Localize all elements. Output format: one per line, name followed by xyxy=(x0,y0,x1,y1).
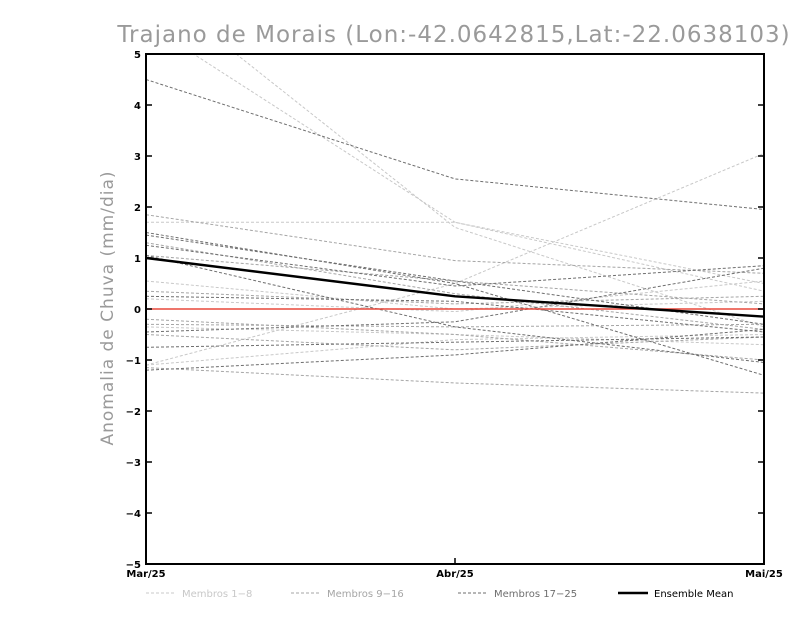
y-tick-label: 5 xyxy=(134,50,141,61)
y-tick-label: 1 xyxy=(134,254,141,265)
member-line xyxy=(146,295,764,333)
member-line xyxy=(146,334,764,366)
y-tick-label: −5 xyxy=(126,560,141,571)
y-tick-label: −1 xyxy=(126,356,141,367)
member-line xyxy=(192,54,764,284)
legend-label: Ensemble Mean xyxy=(654,589,733,600)
y-tick-label: −2 xyxy=(126,407,141,418)
ensemble-mean-layer xyxy=(146,256,764,318)
member-line xyxy=(146,214,764,274)
y-tick-label: 4 xyxy=(134,101,141,112)
member-line xyxy=(146,254,764,363)
y-tick-label: 0 xyxy=(134,305,141,316)
member-line xyxy=(146,244,764,287)
chart-title: Trajano de Morais (Lon:-42.0642815,Lat:-… xyxy=(116,22,790,48)
legend-label: Membros 1−8 xyxy=(182,589,252,600)
member-line xyxy=(235,54,764,328)
y-tick-label: −4 xyxy=(126,509,141,520)
member-line xyxy=(146,328,764,371)
y-axis-label: Anomalia de Chuva (mm/dia) xyxy=(98,170,118,445)
x-tick-label: Abr/25 xyxy=(436,569,473,580)
member-line xyxy=(146,290,764,305)
member-line xyxy=(146,79,764,210)
y-tick-label: 3 xyxy=(134,152,141,163)
member-line xyxy=(146,318,764,361)
member-line xyxy=(146,242,764,330)
x-tick-label: Mar/25 xyxy=(126,569,165,580)
y-tick-label: −3 xyxy=(126,458,141,469)
member-line xyxy=(146,280,764,313)
series-layer xyxy=(146,54,764,394)
legend-label: Membros 9−16 xyxy=(327,589,404,600)
x-tick-label: Mai/25 xyxy=(745,569,783,580)
member-line xyxy=(146,323,764,328)
member-line xyxy=(146,221,764,292)
y-tick-label: 2 xyxy=(134,203,141,214)
x-axis-ticks: Mar/25 Abr/25 Mai/25 xyxy=(126,558,783,580)
legend: Membros 1−8 Membros 9−16 Membros 17−25 Ense… xyxy=(146,589,733,600)
y-axis-ticks: −5 −4 −3 −2 −1 0 1 2 3 4 5 xyxy=(126,50,764,571)
member-line xyxy=(146,152,764,366)
legend-label: Membros 17−25 xyxy=(494,589,577,600)
ensemble-mean-line xyxy=(146,256,764,318)
member-line xyxy=(146,336,764,348)
member-line xyxy=(146,367,764,394)
member-line xyxy=(146,334,764,351)
